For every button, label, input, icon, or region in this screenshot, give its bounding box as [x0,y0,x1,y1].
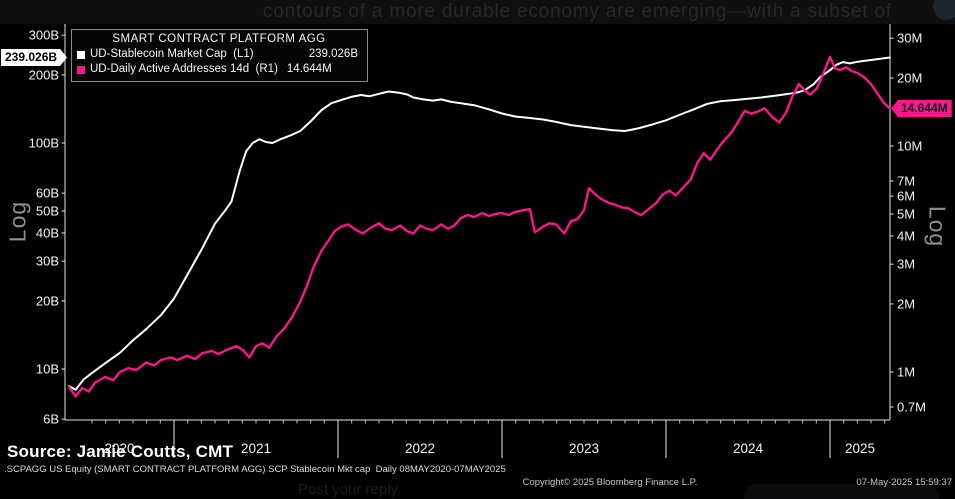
right-axis-tick-label: 4M [897,228,915,243]
right-axis-tick-label: 1M [897,365,915,380]
left-axis-tick-label: 6B [43,412,59,427]
legend-row-stablecoin: UD-Stablecoin Market Cap (L1) 239.026B [77,47,361,62]
footer-timestamp: 07-May-2025 15:59:37 [856,477,952,488]
series-line-stablecoin-market-cap [68,56,891,391]
x-year-label: 2023 [569,441,599,456]
legend-swatch-active-addresses-icon [77,65,85,74]
tweet-text-fragment: contours of a more durable economy are e… [263,1,892,22]
left-axis-tick-label: 30B [36,254,59,269]
left-axis-tick-label: 100B [29,136,59,151]
right-axis-tick-label: 7M [897,174,915,189]
left-axis-tick-label: 60B [36,186,59,201]
source-attribution: Source: Jamie Coutts, CMT [7,442,234,461]
legend-label-stablecoin: UD-Stablecoin Market Cap (L1) [90,48,254,60]
right-axis-log-scale-label: Log [924,205,951,248]
right-axis-current-value-tag: 14.644M [891,100,952,117]
reply-placeholder-ghost: Post your reply [298,481,399,498]
right-axis-tick-label: 6M [897,189,915,204]
right-axis-tick-label: 5M [897,207,915,222]
right-axis-tick-label: 2M [897,296,915,311]
left-axis-tick-label: 50B [36,204,59,219]
legend-row-active-addresses: UD-Daily Active Addresses 14d (R1) 14.64… [77,62,361,77]
x-year-label: 2025 [845,441,875,456]
footer-copyright: Copyright© 2025 Bloomberg Finance L.P. [522,477,698,488]
left-axis-log-scale-label: Log [4,200,31,243]
right-axis-tick-label: 0.7M [897,400,926,415]
left-axis-tick-label: 40B [36,225,59,240]
left-axis-tick-label: 200B [29,67,59,82]
x-year-label: 2022 [405,441,435,456]
reply-pill-ghost [744,484,939,499]
left-axis-tick-label: 300B [29,28,59,43]
right-axis-tick-label: 3M [897,257,915,272]
x-year-label: 2020 [104,441,134,456]
legend-value-active-addresses: 14.644M [286,63,332,75]
legend-swatch-stablecoin-icon [77,50,85,59]
tweet-text-strip: contours of a more durable economy are e… [0,0,955,24]
left-axis-current-value-tag: 239.026B [1,49,67,66]
legend-box: SMART CONTRACT PLATFORM AGG UD-Stablecoi… [71,29,368,82]
avatar [933,0,955,20]
legend-label-active-addresses: UD-Daily Active Addresses 14d (R1) [90,63,278,75]
left-axis-tick-label: 10B [36,362,59,377]
right-axis-tick-label: 10M [897,139,922,154]
x-year-label: 2024 [733,441,764,456]
legend-value-stablecoin: 239.026B [308,48,358,60]
footer-ticker-line: .SCPAGG US Equity (SMART CONTRACT PLATFO… [4,464,506,475]
series-line-daily-active-addresses [67,55,892,398]
right-axis-tick-label: 20M [897,70,922,85]
left-axis-tick-label: 20B [36,293,59,308]
legend-title: SMART CONTRACT PLATFORM AGG [112,33,326,45]
right-axis-tick-label: 30M [897,31,922,46]
x-year-label: 2021 [241,441,271,456]
